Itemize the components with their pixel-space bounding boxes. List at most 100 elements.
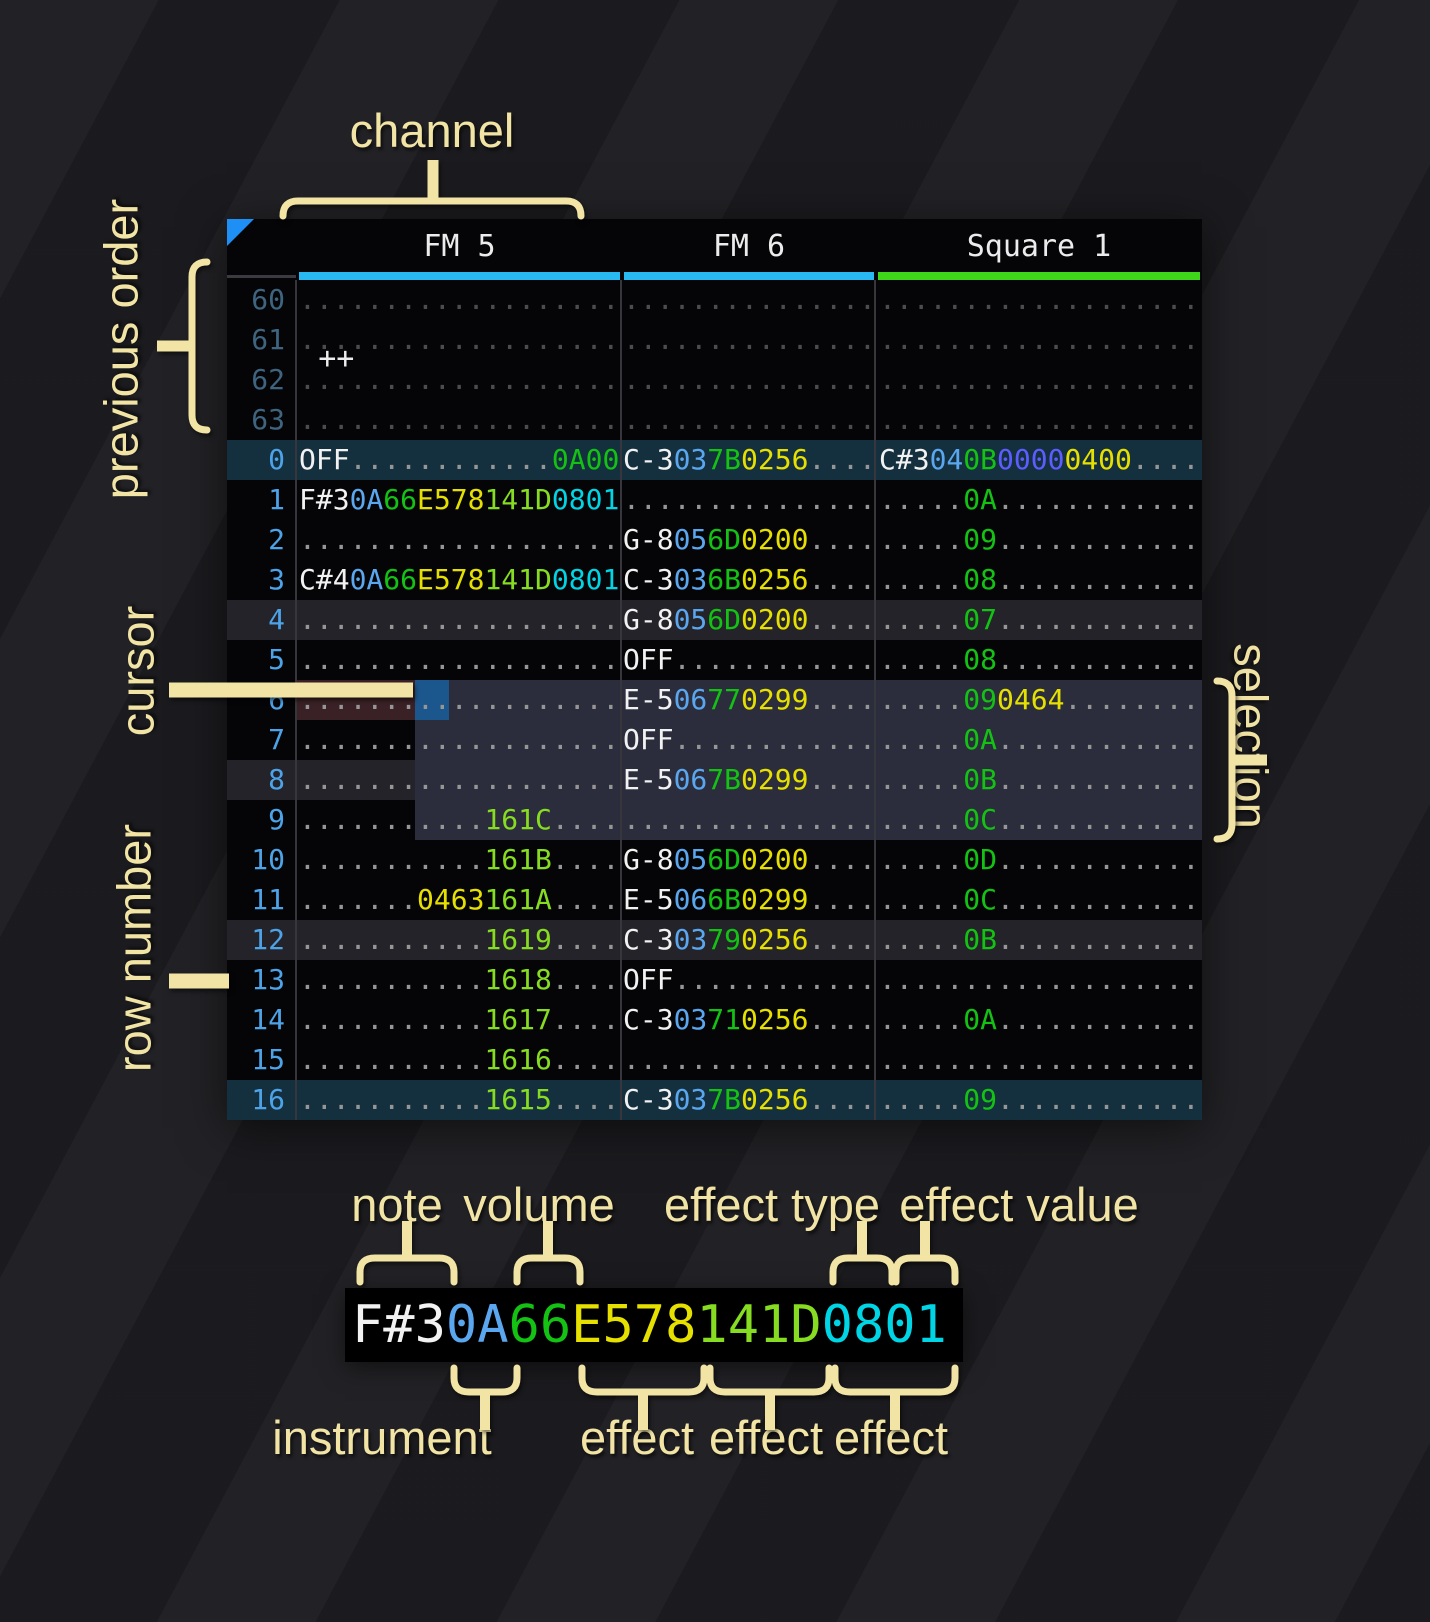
row-number: 6 (268, 683, 285, 716)
pattern-cell-fm6[interactable]: G-8056D0200.... (622, 840, 876, 880)
pattern-cell-sq1[interactable]: .....0C............ (876, 800, 1202, 840)
channel-header-square1[interactable]: Square 1 (876, 219, 1202, 272)
pattern-cell-sq1[interactable]: C#3040B00000400.... (876, 440, 1202, 480)
pattern-cell-fm6[interactable]: OFF............ (622, 720, 876, 760)
pattern-cell-fm6[interactable]: C-303790256.... (622, 920, 876, 960)
pattern-cell-fm5[interactable]: ................... (297, 680, 622, 720)
pattern-row[interactable]: 1 F#30A66E578141D0801....................… (227, 480, 1202, 520)
pattern-cell-fm5[interactable]: ................... (297, 720, 622, 760)
pattern-row[interactable]: 10 ...........161B.... G-8056D0200........… (227, 840, 1202, 880)
pattern-cell-fm5[interactable]: OFF............0A00 (297, 440, 622, 480)
pattern-cell-sq1[interactable]: ................... (876, 1040, 1202, 1080)
pattern-row[interactable]: 16 ...........1615.... C-3037B0256........… (227, 1080, 1202, 1120)
pattern-row[interactable]: 14 ...........1617.... C-303710256........… (227, 1000, 1202, 1040)
pattern-cell-fm5[interactable]: ...........1618.... (297, 960, 622, 1000)
pattern-row[interactable]: 0 OFF............0A00 C-3037B0256.... C#304… (227, 440, 1202, 480)
pattern-cell-sq1[interactable]: .....09............ (876, 520, 1202, 560)
pattern-cell-fm6[interactable]: ............... (622, 320, 876, 360)
empty-dots: ............ (997, 723, 1200, 756)
pattern-cell-fm6[interactable]: ............... (622, 360, 876, 400)
pattern-cell-sq1[interactable]: ................... (876, 400, 1202, 440)
pattern-value: 0299 (741, 883, 809, 916)
pattern-cell-fm5[interactable]: ................... (297, 320, 622, 360)
pattern-cell-sq1[interactable]: .....0D............ (876, 840, 1202, 880)
pattern-cell-fm6[interactable]: E-5066B0299.... (622, 880, 876, 920)
pattern-cell-fm5[interactable]: C#40A66E578141D0801 (297, 560, 622, 600)
pattern-row[interactable]: 11 .......0463161A.... E-5066B0299........… (227, 880, 1202, 920)
pattern-cell-fm6[interactable]: ............... (622, 400, 876, 440)
pattern-cell-fm6[interactable]: C-3037B0256.... (622, 440, 876, 480)
pattern-row[interactable]: 3 C#40A66E578141D0801 C-3036B0256.........… (227, 560, 1202, 600)
pattern-cell-sq1[interactable]: .....0C............ (876, 880, 1202, 920)
pattern-cell-fm5[interactable]: ................... (297, 400, 622, 440)
pattern-cell-fm5[interactable]: ...........1617.... (297, 1000, 622, 1040)
pattern-cell-fm6[interactable]: ............... (622, 800, 876, 840)
empty-dots: .... (808, 603, 876, 636)
pattern-cell-sq1[interactable]: .....0B............ (876, 920, 1202, 960)
pattern-row[interactable]: 62......................................… (227, 360, 1202, 400)
pattern-cell-sq1[interactable]: .....07............ (876, 600, 1202, 640)
pattern-cell-fm5[interactable]: ................... (297, 280, 622, 320)
pattern-cell-fm5[interactable]: ...........1619.... (297, 920, 622, 960)
pattern-value: 08 (963, 643, 998, 676)
pattern-row[interactable]: 7................... OFF.................… (227, 720, 1202, 760)
pattern-cell-fm6[interactable]: C-3036B0256.... (622, 560, 876, 600)
pattern-grid[interactable]: 60......................................… (227, 280, 1202, 1120)
pattern-cell-sq1[interactable]: ................... (876, 320, 1202, 360)
pattern-row[interactable]: 6................... E-506770299.........… (227, 680, 1202, 720)
pattern-cell-sq1[interactable]: .....0A............ (876, 480, 1202, 520)
pattern-cell-fm6[interactable]: C-303710256.... (622, 1000, 876, 1040)
pattern-cell-fm5[interactable]: .......0463161A.... (297, 880, 622, 920)
pattern-cell-sq1[interactable]: ................... (876, 280, 1202, 320)
pattern-cell-fm6[interactable]: G-8056D0200.... (622, 520, 876, 560)
order-corner-cell[interactable]: ++ (227, 219, 354, 376)
pattern-cell-fm5[interactable]: ...........1615.... (297, 1080, 622, 1120)
pattern-row[interactable]: 13 ...........1618.... OFF................… (227, 960, 1202, 1000)
pattern-cell-fm6[interactable]: E-5067B0299.... (622, 760, 876, 800)
pattern-cell-fm5[interactable]: ...........161C.... (297, 800, 622, 840)
pattern-cell-fm6[interactable]: ............... (622, 1040, 876, 1080)
pattern-row[interactable]: 2................... G-8056D0200.........… (227, 520, 1202, 560)
pattern-cell-sq1[interactable]: .....0A............ (876, 1000, 1202, 1040)
pattern-cell-sq1[interactable]: .....090464........ (876, 680, 1202, 720)
pattern-cell-sq1[interactable]: ................... (876, 960, 1202, 1000)
pattern-cell-fm5[interactable]: ................... (297, 520, 622, 560)
pattern-cell-fm5[interactable]: ................... (297, 360, 622, 400)
pattern-cell-fm6[interactable]: OFF............ (622, 960, 876, 1000)
pattern-cell-fm5[interactable]: ................... (297, 760, 622, 800)
pattern-cell-sq1[interactable]: ................... (876, 360, 1202, 400)
pattern-cell-fm5[interactable]: ................... (297, 600, 622, 640)
pattern-cell-sq1[interactable]: .....08............ (876, 560, 1202, 600)
pattern-row[interactable]: 8................... E-5067B0299.........… (227, 760, 1202, 800)
pattern-cell-fm5[interactable]: F#30A66E578141D0801 (297, 480, 622, 520)
channel-header-fm6[interactable]: FM 6 (622, 219, 876, 272)
pattern-row[interactable]: 9 ...........161C........................… (227, 800, 1202, 840)
pattern-cell-fm6[interactable]: OFF............ (622, 640, 876, 680)
pattern-cell-sq1[interactable]: .....0A............ (876, 720, 1202, 760)
row-highlight-band (227, 1080, 1202, 1120)
pattern-row[interactable]: 15 ...........1616.......................… (227, 1040, 1202, 1080)
pattern-value: 0463 (417, 883, 485, 916)
pattern-cell-sq1[interactable]: .....08............ (876, 640, 1202, 680)
pattern-row[interactable]: 12 ...........1619.... C-303790256........… (227, 920, 1202, 960)
empty-dots: ........... (299, 963, 485, 996)
pattern-cell-fm6[interactable]: G-8056D0200.... (622, 600, 876, 640)
pattern-row[interactable]: 5................... OFF.................… (227, 640, 1202, 680)
pattern-row[interactable]: 4................... G-8056D0200.........… (227, 600, 1202, 640)
pattern-cell-sq1[interactable]: .....0B............ (876, 760, 1202, 800)
pattern-row[interactable]: 61......................................… (227, 320, 1202, 360)
pattern-cell-sq1[interactable]: .....09............ (876, 1080, 1202, 1120)
empty-dots: ................... (299, 643, 620, 676)
channel-header-fm5[interactable]: FM 5 (297, 219, 622, 272)
pattern-cell-fm6[interactable]: E-506770299.... (622, 680, 876, 720)
pattern-cell-fm6[interactable]: ............... (622, 480, 876, 520)
pattern-value: 7B (707, 763, 742, 796)
pattern-cell-fm6[interactable]: C-3037B0256.... (622, 1080, 876, 1120)
pattern-cell-fm5[interactable]: ...........1616.... (297, 1040, 622, 1080)
pattern-row[interactable]: 63......................................… (227, 400, 1202, 440)
pattern-cell-fm5[interactable]: ...........161B.... (297, 840, 622, 880)
pattern-cell-fm5[interactable]: ................... (297, 640, 622, 680)
pattern-row[interactable]: 60......................................… (227, 280, 1202, 320)
pattern-cell-fm6[interactable]: ............... (622, 280, 876, 320)
pattern-cursor[interactable] (415, 680, 449, 720)
